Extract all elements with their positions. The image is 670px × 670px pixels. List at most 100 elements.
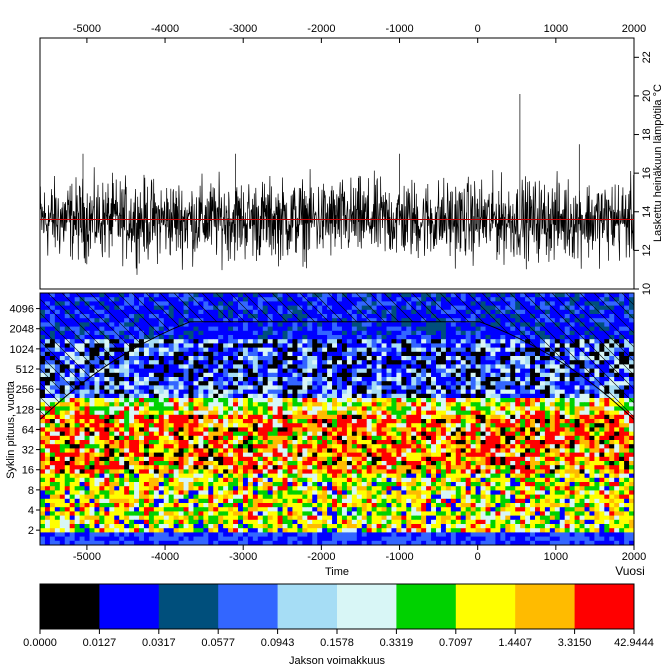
wavelet-cell: [332, 364, 338, 369]
wavelet-cell: [178, 372, 184, 378]
wavelet-cell: [124, 335, 130, 340]
wavelet-cell: [168, 347, 175, 353]
wavelet-cell: [500, 444, 506, 449]
wavelet-cell: [94, 314, 100, 319]
wavelet-cell: [79, 351, 85, 357]
wavelet-cell: [69, 427, 76, 432]
wavelet-cell: [465, 389, 472, 395]
wavelet-cell: [579, 414, 585, 420]
wavelet-cell: [406, 314, 412, 319]
wavelet-cell: [500, 414, 506, 420]
wavelet-cell: [426, 364, 432, 369]
wavelet-cell: [361, 423, 368, 428]
wavelet-cell: [69, 364, 76, 369]
wavelet-cell: [584, 305, 590, 311]
wavelet-cell: [69, 377, 76, 382]
wavelet-cell: [64, 452, 71, 458]
wavelet-cell: [351, 456, 358, 462]
wavelet-cell: [356, 309, 363, 315]
wavelet-cell: [252, 309, 259, 315]
wavelet-cell: [208, 381, 214, 386]
wavelet-cell: [218, 356, 224, 361]
wavelet-cell: [143, 351, 150, 357]
wavelet-cell: [500, 419, 506, 424]
wavelet-cell: [183, 452, 189, 458]
wavelet-cell: [450, 293, 457, 298]
wavelet-cell: [559, 419, 566, 424]
wavelet-cell: [351, 423, 358, 428]
wavelet-cell: [391, 347, 397, 353]
wavelet-cell: [198, 431, 204, 437]
wavelet-cell: [317, 402, 323, 407]
wavelet-cell: [238, 444, 244, 449]
wavelet-cell: [322, 452, 328, 458]
wavelet-cell: [480, 393, 486, 399]
wavelet-cell: [460, 335, 467, 340]
wavelet-cell: [495, 377, 501, 382]
wavelet-cell: [510, 440, 516, 445]
wavelet-cell: [391, 293, 397, 298]
wavelet-cell: [436, 440, 442, 445]
wavelet-cell: [341, 427, 348, 432]
wavelet-cell: [49, 435, 56, 441]
wavelet-cell: [99, 435, 105, 441]
wavelet-cell: [168, 309, 175, 315]
wavelet-cell: [515, 440, 521, 445]
wavelet-cell: [525, 435, 531, 441]
wavelet-cell: [287, 393, 293, 399]
wavelet-cell: [312, 440, 318, 445]
wavelet-cell: [44, 456, 51, 462]
wavelet-cell: [183, 305, 189, 311]
wavelet-cell: [173, 347, 179, 353]
wavelet-cell: [609, 406, 615, 411]
wavelet-cell: [554, 326, 561, 332]
wavelet-cell: [228, 364, 234, 369]
wavelet-cell: [99, 423, 105, 428]
wavelet-cell: [64, 444, 71, 449]
wavelet-cell: [193, 301, 199, 306]
wavelet-cell: [356, 360, 363, 365]
wavelet-cell: [322, 381, 328, 386]
wavelet-cell: [228, 385, 234, 390]
wavelet-cell: [242, 326, 249, 332]
wavelet-cell: [401, 435, 407, 441]
wavelet-cell: [386, 335, 392, 340]
wavelet-cell: [208, 410, 214, 416]
wavelet-cell: [490, 402, 496, 407]
wavelet-cell: [485, 368, 491, 374]
wavelet-cell: [134, 456, 140, 462]
wavelet-cell: [153, 452, 160, 458]
wavelet-cell: [396, 309, 402, 315]
wavelet-cell: [158, 452, 165, 458]
wavelet-cell: [614, 393, 620, 399]
wavelet-cell: [69, 402, 76, 407]
wavelet-cell: [411, 356, 417, 361]
wavelet-cell: [500, 314, 506, 319]
wavelet-cell: [233, 385, 239, 390]
wavelet-cell: [445, 456, 452, 462]
wavelet-cell: [322, 456, 328, 462]
wavelet-cell: [366, 377, 373, 382]
wavelet-cell: [292, 360, 298, 365]
wavelet-cell: [346, 339, 353, 344]
wavelet-cell: [376, 339, 382, 344]
wavelet-cell: [193, 326, 199, 332]
wavelet-cell: [455, 402, 462, 407]
wavelet-cell: [104, 326, 110, 332]
wavelet-cell: [346, 351, 353, 357]
wavelet-cell: [94, 356, 100, 361]
wavelet-cell: [460, 427, 467, 432]
wavelet-cell: [416, 330, 422, 336]
wavelet-cell: [569, 393, 575, 399]
wavelet-cell: [242, 423, 249, 428]
wavelet-cell: [158, 314, 165, 319]
wavelet-cell: [515, 406, 521, 411]
wavelet-cell: [609, 368, 615, 374]
wavelet-cell: [475, 448, 481, 453]
wavelet-cell: [337, 372, 343, 378]
wavelet-cell: [396, 372, 402, 378]
wavelet-cell: [396, 314, 402, 319]
wavelet-cell: [609, 293, 615, 298]
wavelet-cell: [247, 293, 254, 298]
wavelet-cell: [594, 356, 600, 361]
